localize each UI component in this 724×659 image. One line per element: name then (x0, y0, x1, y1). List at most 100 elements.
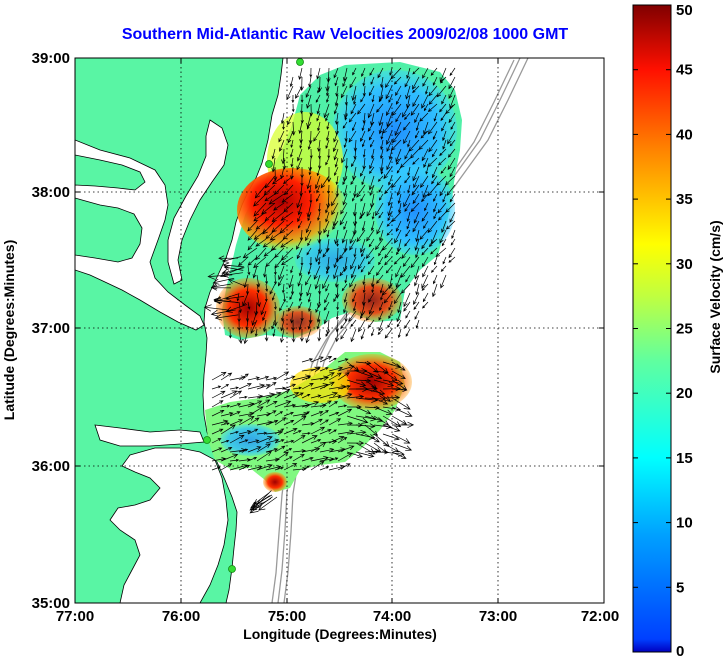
velocity-arrow (343, 220, 348, 230)
velocity-arrow (385, 85, 393, 100)
chesapeake-inner (167, 119, 229, 285)
velocity-arrow (441, 220, 447, 234)
velocity-arrow (378, 193, 384, 201)
velocity-arrow (340, 319, 348, 330)
velocity-arrow (360, 130, 366, 143)
velocity-arrow (229, 458, 240, 462)
velocity-arrow (403, 130, 411, 145)
velocity-arrow (247, 406, 264, 417)
velocity-arrow (361, 121, 366, 132)
velocity-arrow (238, 430, 252, 435)
velocity-arrow (412, 157, 420, 165)
velocity-arrow (323, 301, 330, 311)
chesapeake-bay (75, 139, 205, 331)
velocity-south-red-small (263, 472, 287, 492)
velocity-arrow (403, 301, 411, 312)
velocity-arrow (220, 453, 239, 462)
velocity-arrow (356, 229, 366, 243)
velocity-arrow (404, 238, 411, 247)
velocity-arrow (405, 274, 411, 283)
velocity-arrow (386, 112, 393, 128)
colorbar-tick-label: 15 (676, 450, 693, 467)
velocity-arrow (341, 148, 348, 164)
velocity-arrow (220, 404, 231, 408)
velocity-arrow (309, 193, 313, 204)
velocity-arrow (316, 103, 321, 115)
velocity-arrow (342, 76, 348, 88)
velocity-arrow (249, 496, 273, 514)
velocity-arrow (271, 220, 285, 233)
velocity-arrow (380, 139, 384, 151)
velocity-arrow (229, 390, 243, 399)
velocity-arrow (297, 220, 303, 229)
velocity-arrow (406, 67, 411, 79)
velocity-arrow (394, 121, 402, 137)
velocity-arrow (315, 94, 321, 103)
velocity-arrow (282, 157, 287, 170)
velocity-arrow (265, 283, 269, 293)
velocity-arrow (220, 412, 234, 417)
velocity-arrow (405, 85, 411, 100)
velocity-arrow (325, 85, 330, 97)
colorbar-label: Surface Velocity (cm/s) (707, 220, 723, 373)
velocity-arrow (335, 310, 339, 321)
velocity-arrow (292, 453, 305, 462)
velocity-arrow (263, 247, 276, 257)
velocity-arrow (369, 166, 375, 174)
velocity-arrow (238, 439, 249, 444)
velocity-arrow (378, 121, 384, 135)
velocity-arrow (229, 403, 242, 408)
velocity-arrow (378, 256, 384, 266)
velocity-arrow (405, 229, 411, 237)
velocity-arrow (264, 292, 268, 303)
y-tick-label: 39:00 (32, 50, 70, 67)
station-marker (265, 160, 273, 168)
velocity-arrow (384, 256, 393, 266)
velocity-arrow (292, 386, 303, 390)
velocity-arrow (346, 451, 363, 458)
velocity-arrow (301, 435, 318, 444)
velocity-arrow (247, 301, 251, 310)
velocity-arrow (283, 383, 297, 390)
velocity-arrow (384, 328, 393, 339)
velocity-arrow (247, 417, 260, 426)
colorbar-gradient (632, 4, 672, 653)
velocity-arrow (442, 130, 447, 142)
velocity-arrow (265, 274, 269, 285)
velocity-arrow (412, 193, 420, 205)
velocity-arrow (359, 211, 366, 220)
velocity-arrow (369, 67, 375, 76)
velocity-arrow (256, 451, 272, 462)
velocity-arrow (373, 379, 395, 388)
velocity-arrow (336, 238, 339, 247)
velocity-arrow (415, 283, 420, 296)
velocity-arrow (427, 121, 438, 135)
velocity-arrow (243, 274, 249, 289)
velocity-arrow (282, 121, 285, 131)
velocity-arrow (271, 148, 276, 160)
velocity-arrow (288, 301, 294, 312)
velocity-arrow (300, 257, 304, 267)
velocity-arrow (332, 220, 339, 230)
velocity-arrow (247, 220, 258, 232)
velocity-arrow (361, 139, 366, 148)
velocity-arrow (395, 94, 402, 105)
velocity-arrow (334, 94, 339, 107)
velocity-arrow (413, 301, 420, 311)
velocity-arrow (306, 121, 312, 130)
velocity-arrow (315, 301, 321, 314)
velocity-arrow (396, 184, 402, 197)
velocity-arrow (265, 391, 282, 399)
velocity-arrow (335, 283, 340, 299)
velocity-arrow (360, 328, 366, 340)
velocity-arrow (367, 121, 375, 132)
velocity-arrow (430, 247, 438, 255)
velocity-arrow (283, 448, 293, 453)
velocity-arrow (305, 328, 312, 344)
y-tick-label: 36:00 (32, 458, 70, 475)
velocity-arrow (307, 211, 312, 222)
velocity-arrow (412, 67, 420, 75)
velocity-arrow (317, 211, 321, 221)
velocity-arrow (297, 202, 303, 216)
colorbar-tick-label: 10 (676, 515, 693, 532)
